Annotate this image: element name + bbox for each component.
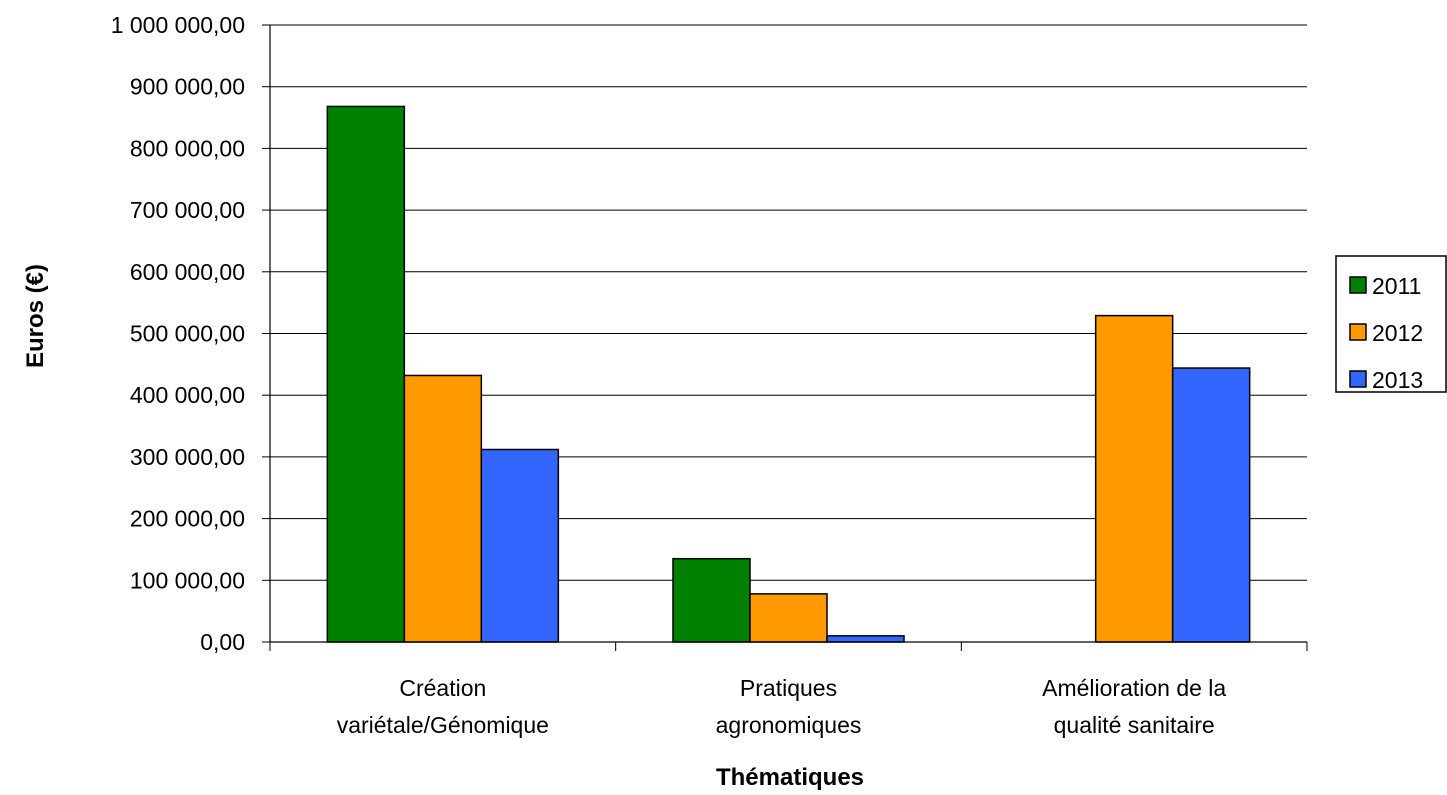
x-category-label: Amélioration de la qualité sanitaire	[1042, 675, 1226, 738]
legend-swatch-2012	[1349, 323, 1367, 341]
legend: 2011 2012 2013	[1335, 255, 1447, 393]
x-category-label-line: qualité sanitaire	[1054, 712, 1215, 738]
y-tick-label: 100 000,00	[130, 567, 245, 593]
y-tick-label: 500 000,00	[130, 321, 245, 347]
y-tick-label: 800 000,00	[130, 135, 245, 161]
bar-2012-2	[749, 593, 828, 643]
x-category-label: Pratiques agronomiques	[716, 675, 862, 738]
y-tick-label: 200 000,00	[130, 506, 245, 532]
x-category-label-line: Pratiques	[740, 675, 837, 701]
y-tick-label: 900 000,00	[130, 74, 245, 100]
y-tick-label: 600 000,00	[130, 259, 245, 285]
x-category-label-line: Amélioration de la	[1042, 675, 1226, 701]
y-tick-label: 300 000,00	[130, 444, 245, 470]
y-tick-label: 0,00	[200, 629, 245, 655]
x-category-label-line: variétale/Génomique	[337, 712, 549, 738]
y-tick-label: 400 000,00	[130, 382, 245, 408]
legend-label-2011: 2011	[1372, 273, 1421, 299]
legend-swatch-2013	[1349, 370, 1367, 388]
x-category-label-line: agronomiques	[716, 712, 862, 738]
y-axis-title: Euros (€)	[22, 264, 49, 368]
legend-item-2012: 2012	[1349, 320, 1423, 346]
bar-2013-3	[1171, 367, 1251, 643]
bar-2011-1	[326, 105, 406, 643]
legend-swatch-2011	[1349, 276, 1367, 294]
bar-2013-2	[826, 635, 905, 643]
bar-2012-1	[403, 374, 483, 643]
axes	[262, 24, 1308, 651]
bar-2013-1	[480, 448, 560, 643]
y-tick-labels: 0,00 100 000,00 200 000,00 300 000,00 400 00…	[111, 12, 245, 655]
x-axis-title: Thématiques	[716, 764, 864, 791]
legend-label-2012: 2012	[1372, 320, 1423, 346]
x-category-label: Création variétale/Génomique	[337, 675, 549, 738]
legend-item-2013: 2013	[1349, 367, 1423, 393]
x-category-label-line: Création	[399, 675, 486, 701]
y-tick-label: 1 000 000,00	[111, 12, 245, 38]
legend-label-2013: 2013	[1372, 367, 1423, 393]
bars	[326, 105, 1251, 643]
legend-item-2011: 2011	[1349, 273, 1421, 299]
y-tick-label: 700 000,00	[130, 197, 245, 223]
bar-2012-3	[1094, 314, 1174, 643]
bar-2011-2	[672, 557, 751, 643]
x-category-labels: Création variétale/Génomique Pratiques agro…	[337, 675, 1227, 738]
